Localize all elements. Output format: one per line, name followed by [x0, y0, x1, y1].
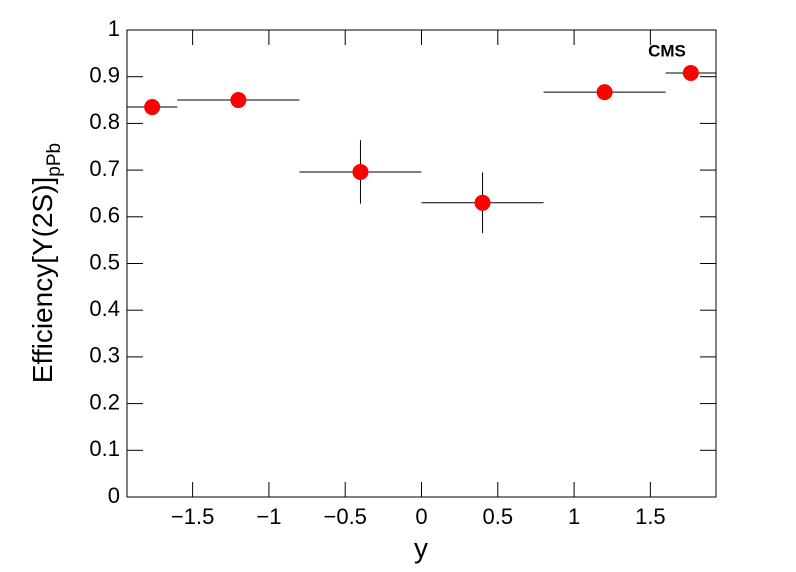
x-tick-label: −0.5 — [323, 504, 366, 529]
x-axis-label: y — [414, 532, 428, 563]
y-tick-label: 0.7 — [89, 156, 120, 181]
x-tick-label: 1.5 — [635, 504, 666, 529]
y-axis-label: Efficiency[Υ(2S)]pPb — [27, 143, 65, 383]
point — [230, 92, 247, 109]
point — [144, 99, 161, 116]
x-tick-label: 0.5 — [482, 504, 513, 529]
y-tick-label: 1 — [108, 16, 120, 41]
x-tick-label: −1 — [256, 504, 281, 529]
y-tick-label: 0.5 — [89, 249, 120, 274]
point — [682, 64, 699, 81]
y-axis-label-sub: pPb — [44, 143, 65, 177]
x-tick-label: −1.5 — [171, 504, 214, 529]
x-tick-label: 1 — [568, 504, 580, 529]
y-tick-label: 0.2 — [89, 389, 120, 414]
y-axis-label-main: Efficiency[Υ(2S)] — [27, 177, 58, 383]
point — [474, 194, 491, 211]
y-tick-label: 0.4 — [89, 296, 120, 321]
point — [352, 163, 369, 180]
x-tick-label: 0 — [415, 504, 427, 529]
y-tick-label: 0.3 — [89, 343, 120, 368]
y-tick-label: 0.6 — [89, 203, 120, 228]
point — [596, 84, 613, 101]
y-tick-label: 0.8 — [89, 109, 120, 134]
y-tick-label: 0.1 — [89, 436, 120, 461]
annotation: CMS — [648, 41, 686, 60]
y-tick-label: 0.9 — [89, 63, 120, 88]
y-tick-label: 0 — [108, 483, 120, 508]
